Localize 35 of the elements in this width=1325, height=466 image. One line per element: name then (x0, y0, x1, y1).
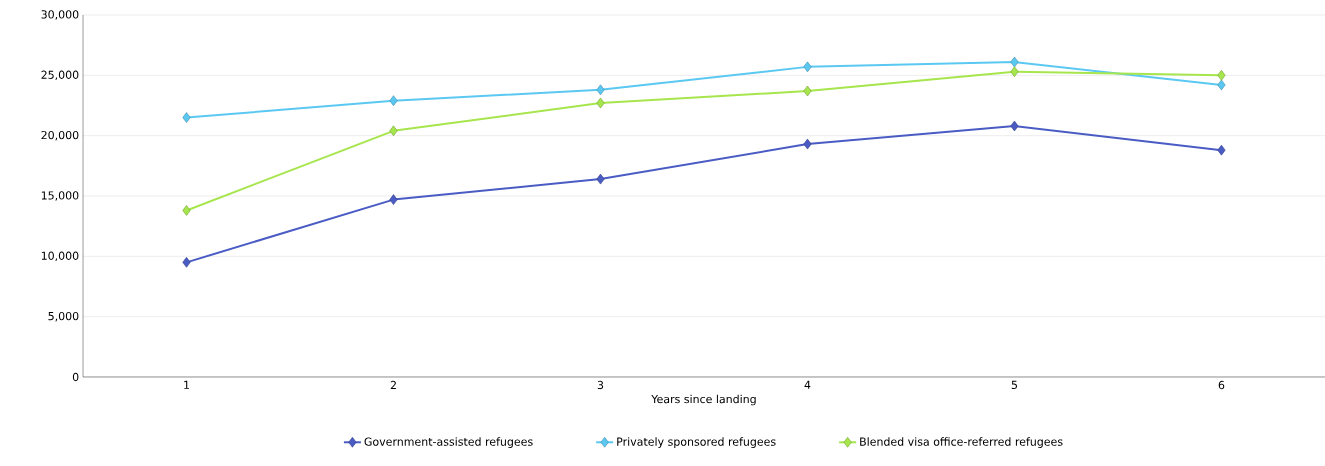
point (389, 194, 398, 205)
point (182, 257, 191, 268)
x-tick-label: 2 (390, 380, 396, 390)
point (1010, 120, 1019, 132)
x-tick-label: 5 (1011, 380, 1017, 390)
point (389, 95, 398, 106)
x-tick-label: 4 (804, 380, 811, 389)
point (182, 112, 191, 123)
x-tick-label: 3 (597, 380, 604, 390)
point (1217, 79, 1226, 91)
point (803, 61, 812, 73)
legend-label: Privately sponsored refugees (617, 437, 776, 448)
point (596, 97, 605, 109)
x-tick-label: 6 (1218, 380, 1225, 390)
point (1010, 56, 1019, 68)
point (389, 125, 398, 137)
point (596, 84, 605, 96)
y-tick-label: 15,000 (41, 191, 79, 201)
y-tick-label: 20,000 (41, 130, 79, 141)
point (596, 173, 605, 185)
point (1217, 70, 1226, 81)
point (1217, 144, 1226, 156)
y-tick-label: 25,000 (41, 70, 79, 81)
point (803, 138, 812, 150)
legend-label: Government-assisted refugees (364, 437, 533, 448)
y-tick-label: 30,000 (41, 10, 79, 20)
legend-label: Blended visa office-referred refugees (860, 437, 1063, 448)
point (182, 205, 191, 216)
point (803, 85, 812, 97)
x-tick-label: 1 (184, 380, 189, 389)
point (1010, 66, 1019, 77)
x-axis-title: Years since landing (651, 394, 756, 406)
y-tick-label: 5,000 (48, 311, 79, 322)
y-tick-label: 10,000 (41, 251, 79, 262)
y-tick-label: 0 (72, 372, 79, 382)
